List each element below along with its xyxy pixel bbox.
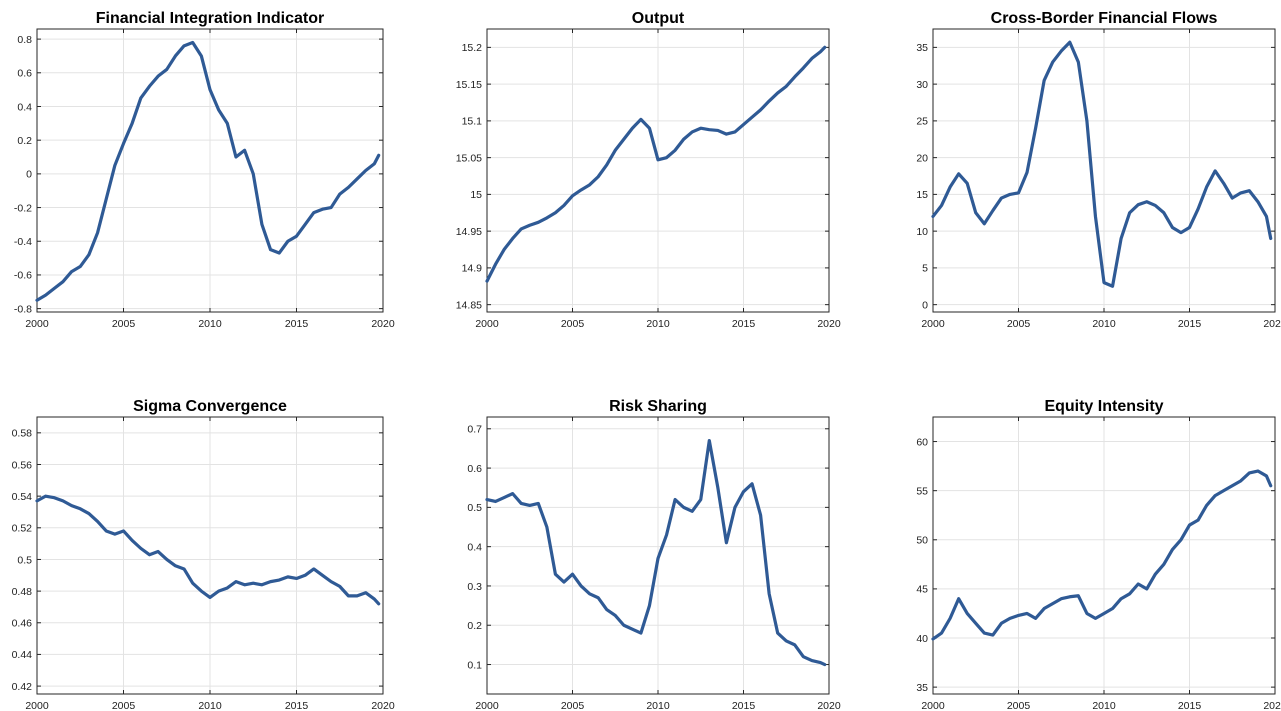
equity-intensity-ytick-label-5: 60 [916, 436, 928, 448]
cross-border-flows-ytick-label-0: 0 [922, 299, 928, 311]
output-ytick-label-3: 15 [470, 189, 482, 201]
risk-sharing-title: Risk Sharing [609, 398, 707, 415]
financial-integration-xtick-label-4: 2020 [371, 318, 395, 330]
cross-border-flows-ytick-label-2: 10 [916, 226, 928, 238]
risk-sharing-chart: 2000 2005 2010 2015 2020 0.1 0.2 0.3 0.4 0.5 0.6 0.… [467, 398, 840, 711]
output-ytick-label-6: 15.15 [456, 79, 482, 91]
financial-integration-ytick-label-6: 0.4 [17, 101, 32, 113]
sigma-convergence-xtick-label-4: 2020 [371, 700, 395, 711]
sigma-convergence-ytick-label-5: 0.52 [12, 523, 33, 535]
equity-intensity-ytick-label-4: 55 [916, 485, 928, 497]
risk-sharing-ytick-label-2: 0.3 [467, 581, 482, 593]
sigma-convergence-ytick-label-1: 0.44 [12, 649, 33, 661]
equity-intensity-chart: 2000 2005 2010 2015 2020 35 40 45 50 55 60 Equity I… [916, 398, 1281, 711]
sigma-convergence-title: Sigma Convergence [133, 398, 287, 415]
financial-integration-series-line [35, 40, 381, 302]
equity-intensity-xtick-label-2: 2010 [1092, 700, 1116, 711]
sigma-convergence-chart: 2000 2005 2010 2015 2020 0.42 0.44 0.46 0.48 0.5 0… [12, 398, 395, 711]
cross-border-flows-chart: 2000 2005 2010 2015 2020 0 5 10 15 20 25 30 35 Cross-… [916, 10, 1281, 330]
financial-integration-ytick-label-7: 0.6 [17, 68, 32, 80]
financial-integration-ytick-label-0: -0.8 [14, 303, 32, 315]
cross-border-flows-ytick-label-3: 15 [916, 189, 928, 201]
risk-sharing-ytick-label-3: 0.4 [467, 541, 482, 553]
output-chart: 2000 2005 2010 2015 2020 14.85 14.9 14.95 15 15.0… [456, 10, 841, 330]
sigma-convergence-ytick-label-7: 0.56 [12, 459, 33, 471]
cross-border-flows-ytick-label-6: 30 [916, 79, 928, 91]
financial-integration-ytick-label-8: 0.8 [17, 34, 32, 46]
financial-integration-xtick-label-1: 2005 [112, 318, 136, 330]
equity-intensity-xtick-label-3: 2015 [1178, 700, 1202, 711]
equity-intensity-xtick-label-4: 2020 [1263, 700, 1281, 711]
cross-border-flows-ytick-label-4: 20 [916, 152, 928, 164]
cross-border-flows-xtick-label-3: 2015 [1178, 318, 1202, 330]
cross-border-flows-ytick-label-7: 35 [916, 42, 928, 54]
output-ytick-label-7: 15.2 [462, 42, 483, 54]
risk-sharing-ytick-label-5: 0.6 [467, 463, 482, 475]
equity-intensity-ytick-label-2: 45 [916, 584, 928, 596]
sigma-convergence-ytick-label-2: 0.46 [12, 618, 33, 630]
output-xtick-label-2: 2010 [646, 318, 670, 330]
equity-intensity-ytick-label-3: 50 [916, 535, 928, 547]
risk-sharing-series-line [485, 438, 827, 667]
sigma-convergence-ytick-label-4: 0.5 [17, 554, 32, 566]
financial-integration-ytick-label-3: -0.2 [14, 202, 32, 214]
sigma-convergence-ytick-label-8: 0.58 [12, 428, 33, 440]
risk-sharing-ytick-label-1: 0.2 [467, 620, 482, 632]
output-xtick-label-4: 2020 [817, 318, 841, 330]
output-ytick-label-4: 15.05 [456, 152, 482, 164]
cross-border-flows-xtick-label-0: 2000 [921, 318, 945, 330]
financial-integration-xtick-label-2: 2010 [198, 318, 222, 330]
sigma-convergence-xtick-label-0: 2000 [25, 700, 49, 711]
risk-sharing-ytick-label-4: 0.5 [467, 502, 482, 514]
output-title: Output [632, 10, 685, 27]
sigma-convergence-xtick-label-2: 2010 [198, 700, 222, 711]
financial-integration-ytick-label-2: -0.4 [14, 236, 32, 248]
sigma-convergence-ytick-label-0: 0.42 [12, 681, 33, 693]
sigma-convergence-ytick-label-6: 0.54 [12, 491, 33, 503]
sigma-convergence-xtick-label-3: 2015 [285, 700, 309, 711]
output-ytick-label-0: 14.85 [456, 299, 482, 311]
financial-integration-ytick-label-1: -0.6 [14, 270, 32, 282]
equity-intensity-ytick-label-0: 35 [916, 682, 928, 694]
output-xtick-label-3: 2015 [732, 318, 756, 330]
output-ytick-label-2: 14.95 [456, 226, 482, 238]
financial-integration-ytick-label-5: 0.2 [17, 135, 32, 147]
equity-intensity-xtick-label-0: 2000 [921, 700, 945, 711]
equity-intensity-title: Equity Intensity [1044, 398, 1163, 415]
sigma-convergence-xtick-label-1: 2005 [112, 700, 136, 711]
output-ytick-label-5: 15.1 [462, 116, 483, 128]
output-xtick-label-1: 2005 [561, 318, 585, 330]
risk-sharing-xtick-label-0: 2000 [475, 700, 499, 711]
risk-sharing-xtick-label-4: 2020 [817, 700, 841, 711]
risk-sharing-ytick-label-0: 0.1 [467, 659, 482, 671]
cross-border-flows-xtick-label-4: 2020 [1263, 318, 1281, 330]
cross-border-flows-ytick-label-5: 25 [916, 116, 928, 128]
equity-intensity-series-line [931, 469, 1273, 641]
financial-integration-ytick-label-4: 0 [26, 169, 32, 181]
equity-intensity-xtick-label-1: 2005 [1007, 700, 1031, 711]
cross-border-flows-xtick-label-1: 2005 [1007, 318, 1031, 330]
output-xtick-label-0: 2000 [475, 318, 499, 330]
risk-sharing-xtick-label-2: 2010 [646, 700, 670, 711]
risk-sharing-ytick-label-6: 0.7 [467, 424, 482, 436]
sigma-convergence-ytick-label-3: 0.48 [12, 586, 33, 598]
output-series-line [485, 45, 827, 283]
cross-border-flows-title: Cross-Border Financial Flows [991, 10, 1218, 27]
financial-integration-xtick-label-3: 2015 [285, 318, 309, 330]
equity-intensity-ytick-label-1: 40 [916, 633, 928, 645]
financial-integration-chart: 2000 2005 2010 2015 2020 -0.8 -0.6 -0.4 -0.2 0 0.2… [14, 10, 395, 330]
cross-border-flows-ytick-label-1: 5 [922, 263, 928, 275]
risk-sharing-xtick-label-3: 2015 [732, 700, 756, 711]
risk-sharing-xtick-label-1: 2005 [561, 700, 585, 711]
cross-border-flows-xtick-label-2: 2010 [1092, 318, 1116, 330]
financial-integration-title: Financial Integration Indicator [96, 10, 324, 27]
sigma-convergence-series-line [35, 494, 381, 606]
financial-integration-xtick-label-0: 2000 [25, 318, 49, 330]
cross-border-flows-series-line [931, 40, 1273, 288]
output-ytick-label-1: 14.9 [462, 263, 483, 275]
